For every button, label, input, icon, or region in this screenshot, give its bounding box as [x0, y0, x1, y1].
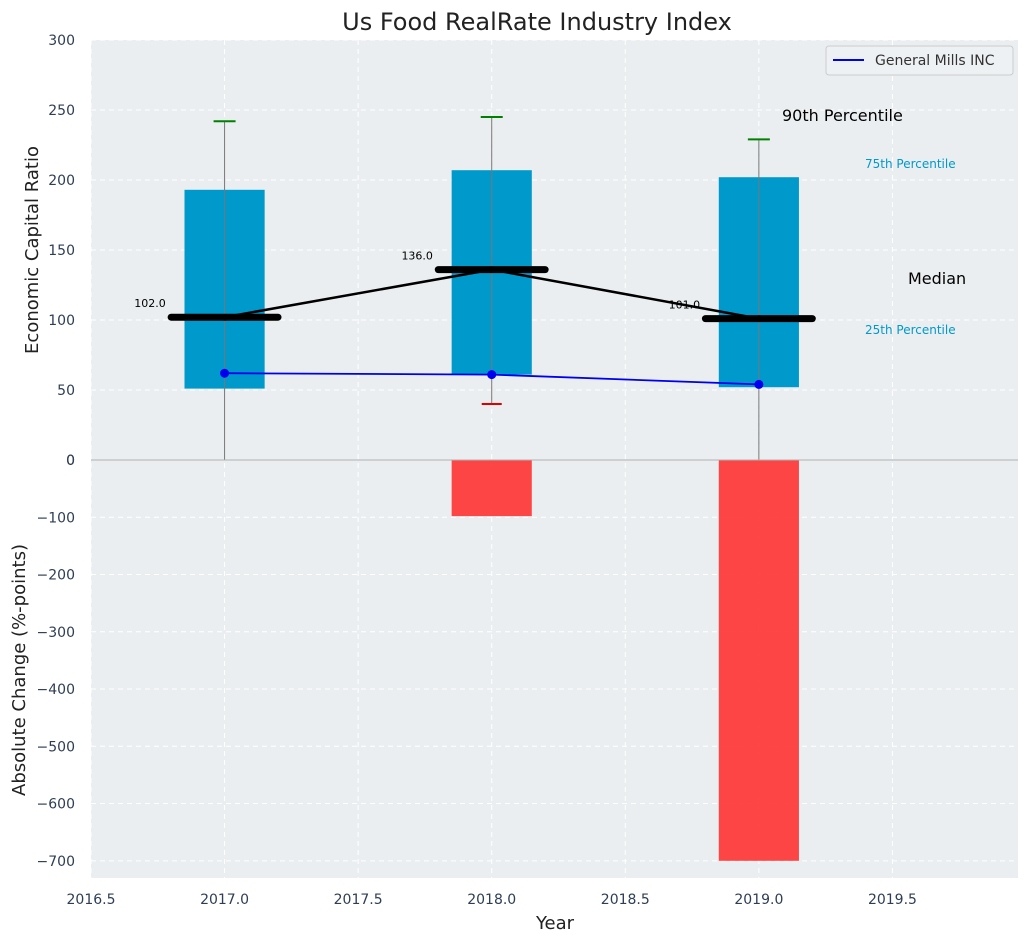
- x-tick-label: 2017.5: [334, 892, 383, 908]
- x-tick-label: 2018.0: [467, 892, 516, 908]
- annotation-75th-percentile: 75th Percentile: [865, 157, 956, 171]
- chart-title: Us Food RealRate Industry Index: [342, 8, 732, 36]
- percentile-whiskers: [213, 116, 770, 460]
- series-line-layer: [220, 368, 764, 389]
- change-bar: [451, 460, 532, 517]
- median-value-label: 102.0: [134, 297, 166, 310]
- bottom-y-tick-label: −200: [37, 568, 75, 584]
- series-point: [220, 368, 230, 378]
- series-point: [487, 370, 497, 380]
- annotation-25th-percentile: 25th Percentile: [865, 323, 956, 337]
- annotation-median: Median: [908, 269, 966, 288]
- bottom-y-tick-label: −500: [37, 739, 75, 755]
- x-tick-label: 2018.5: [601, 892, 650, 908]
- bottom-y-tick-label: −400: [37, 682, 75, 698]
- bottom-y-tick-label: −300: [37, 625, 75, 641]
- top-y-tick-label: 200: [48, 173, 75, 189]
- top-y-tick-label: 0: [66, 453, 75, 469]
- tick-labels: 2016.5 2017.0 2017.5 2018.0 2018.5 2019.0 2019…: [37, 33, 917, 908]
- legend-box: [825, 45, 1014, 76]
- bottom-y-tick-label: −700: [37, 854, 75, 870]
- bottom-y-axis-title: Absolute Change (%-points): [9, 544, 30, 796]
- series-point: [754, 379, 764, 389]
- top-y-tick-label: 300: [48, 33, 75, 49]
- x-axis-title: Year: [535, 913, 575, 934]
- x-tick-label: 2019.5: [868, 892, 917, 908]
- median-marks: 102.0 136.0 101.0: [134, 250, 816, 323]
- legend: General Mills INC: [825, 45, 1014, 76]
- change-bar: [718, 460, 799, 861]
- legend-label: General Mills INC: [875, 53, 995, 69]
- top-y-axis-title: Economic Capital Ratio: [22, 146, 43, 354]
- top-y-tick-label: 250: [48, 103, 75, 119]
- x-tick-label: 2017.0: [200, 892, 249, 908]
- change-bars: [451, 460, 799, 861]
- x-tick-label: 2016.5: [67, 892, 116, 908]
- median-value-label: 101.0: [669, 299, 701, 312]
- top-y-tick-label: 100: [48, 313, 75, 329]
- bottom-y-tick-label: 0: [66, 453, 75, 469]
- top-y-tick-label: 50: [57, 383, 75, 399]
- median-value-label: 136.0: [401, 250, 433, 263]
- x-tick-label: 2019.0: [734, 892, 783, 908]
- annotation-90th-percentile: 90th Percentile: [782, 106, 903, 125]
- top-y-tick-label: 150: [48, 243, 75, 259]
- bottom-y-tick-label: −100: [37, 510, 75, 526]
- bottom-plot-background: [91, 460, 1018, 878]
- bottom-y-tick-label: −600: [37, 797, 75, 813]
